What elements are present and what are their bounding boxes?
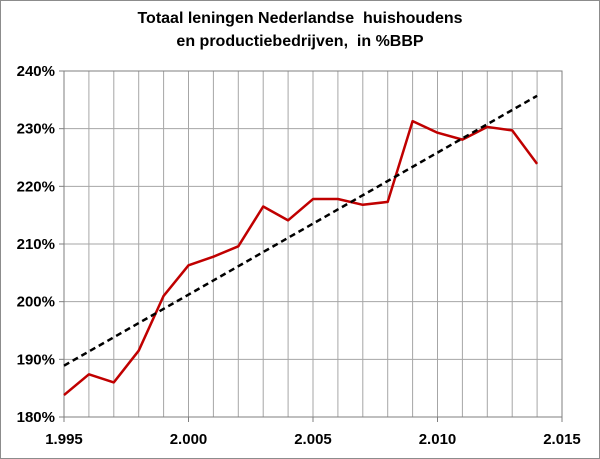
x-tick-label: 1.995 (45, 431, 83, 448)
y-tick-label: 190% (17, 351, 55, 368)
y-tick-label: 210% (17, 236, 55, 253)
x-tick-label: 2.005 (294, 431, 332, 448)
y-tick-label: 230% (17, 121, 55, 138)
x-tick-label: 2.000 (170, 431, 208, 448)
x-tick-label: 2.010 (419, 431, 457, 448)
data-line (63, 119, 539, 397)
y-tick-label: 240% (17, 63, 55, 80)
plot-area (59, 70, 563, 422)
series-group (63, 94, 539, 397)
y-tick-label: 200% (17, 294, 55, 311)
chart-title-line-2: en productiebedrijven, in %BBP (176, 33, 424, 50)
x-tick-label: 2.015 (543, 431, 581, 448)
trend-line (63, 94, 538, 367)
chart-title-line-1: Totaal leningen Nederlandse huishoudens (137, 10, 463, 27)
y-tick-label: 180% (17, 409, 55, 426)
tick-labels: 180% 190% 200% 210% 220% 230% 240% 1.995 2.000 2.… (17, 63, 581, 448)
y-tick-label: 220% (17, 178, 55, 195)
grid-lines (63, 70, 563, 418)
